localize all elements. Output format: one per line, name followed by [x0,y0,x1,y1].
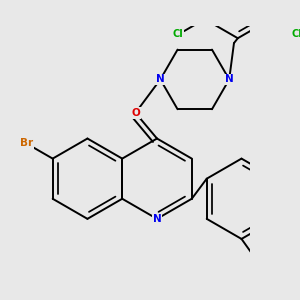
Text: Br: Br [20,138,33,148]
Text: N: N [156,74,165,84]
Text: N: N [153,214,161,224]
Text: Cl: Cl [173,29,184,39]
Text: O: O [131,108,140,118]
Text: N: N [225,74,234,84]
Text: Cl: Cl [292,29,300,39]
